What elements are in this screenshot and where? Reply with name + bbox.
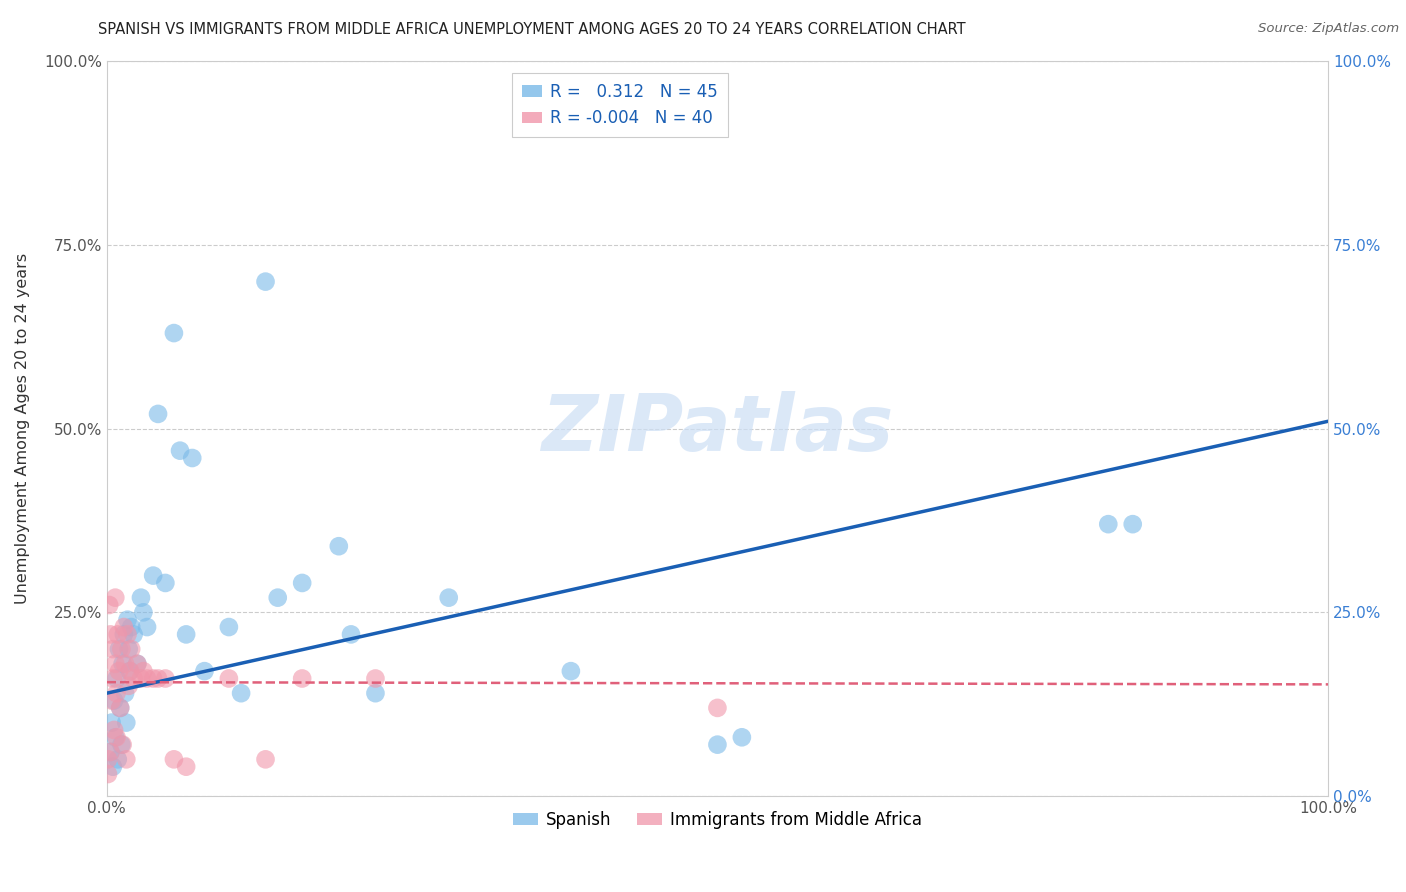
Point bbox=[111, 738, 134, 752]
Point bbox=[104, 591, 127, 605]
Point bbox=[127, 657, 149, 671]
Point bbox=[104, 657, 127, 671]
Point bbox=[118, 642, 141, 657]
Point bbox=[122, 627, 145, 641]
Point bbox=[174, 627, 197, 641]
Point bbox=[108, 701, 131, 715]
Point bbox=[111, 657, 134, 671]
Point bbox=[340, 627, 363, 641]
Point bbox=[229, 686, 252, 700]
Point bbox=[104, 731, 127, 745]
Point bbox=[364, 686, 387, 700]
Point bbox=[105, 686, 128, 700]
Point bbox=[107, 627, 129, 641]
Point bbox=[155, 576, 177, 591]
Point bbox=[193, 664, 215, 678]
Point bbox=[98, 598, 121, 612]
Point bbox=[108, 664, 131, 678]
Point bbox=[132, 605, 155, 619]
Point bbox=[291, 672, 314, 686]
Point bbox=[254, 752, 277, 766]
Point bbox=[112, 627, 135, 641]
Legend: Spanish, Immigrants from Middle Africa: Spanish, Immigrants from Middle Africa bbox=[506, 805, 929, 836]
Point bbox=[108, 701, 131, 715]
Point bbox=[254, 275, 277, 289]
Point bbox=[169, 443, 191, 458]
Point bbox=[115, 715, 138, 730]
Point bbox=[136, 672, 159, 686]
Point bbox=[706, 738, 728, 752]
Point bbox=[100, 627, 122, 641]
Point bbox=[560, 664, 582, 678]
Point bbox=[136, 620, 159, 634]
Point bbox=[118, 664, 141, 678]
Point bbox=[114, 657, 136, 671]
Point bbox=[117, 613, 139, 627]
Point bbox=[105, 731, 128, 745]
Point bbox=[108, 642, 131, 657]
Point bbox=[117, 627, 139, 641]
Point bbox=[101, 760, 124, 774]
Point bbox=[100, 715, 122, 730]
Point bbox=[100, 745, 122, 759]
Point bbox=[291, 576, 314, 591]
Point bbox=[120, 620, 142, 634]
Point bbox=[146, 672, 169, 686]
Point bbox=[122, 672, 145, 686]
Point bbox=[120, 642, 142, 657]
Text: Source: ZipAtlas.com: Source: ZipAtlas.com bbox=[1258, 22, 1399, 36]
Point bbox=[110, 738, 132, 752]
Point bbox=[155, 672, 177, 686]
Point bbox=[132, 664, 155, 678]
Point bbox=[218, 620, 240, 634]
Point bbox=[218, 672, 240, 686]
Point bbox=[437, 591, 460, 605]
Point bbox=[97, 767, 120, 781]
Point bbox=[142, 568, 165, 582]
Point bbox=[163, 752, 186, 766]
Point bbox=[114, 686, 136, 700]
Text: ZIPatlas: ZIPatlas bbox=[541, 391, 894, 467]
Point bbox=[101, 642, 124, 657]
Point bbox=[115, 752, 138, 766]
Point bbox=[101, 672, 124, 686]
Point bbox=[364, 672, 387, 686]
Point bbox=[100, 745, 122, 759]
Point bbox=[105, 672, 128, 686]
Point bbox=[103, 693, 125, 707]
Point bbox=[97, 752, 120, 766]
Point bbox=[112, 620, 135, 634]
Point bbox=[103, 723, 125, 737]
Point bbox=[328, 539, 350, 553]
Point bbox=[118, 679, 141, 693]
Point bbox=[142, 672, 165, 686]
Y-axis label: Unemployment Among Ages 20 to 24 years: Unemployment Among Ages 20 to 24 years bbox=[15, 253, 30, 604]
Point bbox=[107, 752, 129, 766]
Point bbox=[267, 591, 290, 605]
Point bbox=[174, 760, 197, 774]
Point bbox=[1097, 517, 1119, 532]
Point bbox=[706, 701, 728, 715]
Point bbox=[146, 407, 169, 421]
Text: SPANISH VS IMMIGRANTS FROM MIDDLE AFRICA UNEMPLOYMENT AMONG AGES 20 TO 24 YEARS : SPANISH VS IMMIGRANTS FROM MIDDLE AFRICA… bbox=[98, 22, 966, 37]
Point bbox=[129, 672, 152, 686]
Point bbox=[100, 693, 122, 707]
Point bbox=[110, 642, 132, 657]
Point bbox=[181, 450, 204, 465]
Point bbox=[1122, 517, 1144, 532]
Point bbox=[731, 731, 754, 745]
Point bbox=[118, 664, 141, 678]
Point bbox=[127, 657, 149, 671]
Point bbox=[129, 591, 152, 605]
Point bbox=[163, 326, 186, 340]
